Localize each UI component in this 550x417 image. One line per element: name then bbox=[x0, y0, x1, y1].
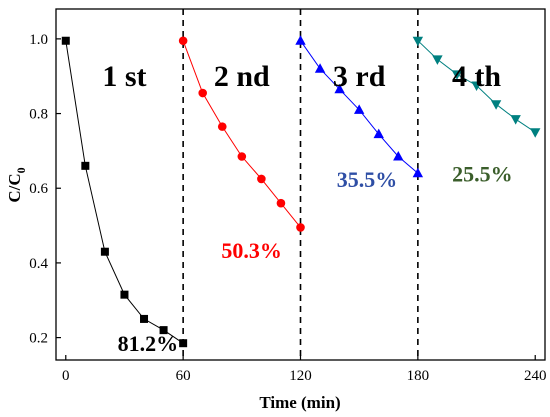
data-point-1 bbox=[81, 161, 90, 170]
data-point-3 bbox=[334, 83, 345, 94]
y-tick-label: 0.2 bbox=[29, 331, 48, 347]
data-point-2 bbox=[237, 152, 247, 161]
percent-label: 81.2% bbox=[118, 331, 179, 356]
data-point-4 bbox=[412, 36, 424, 47]
percent-label: 25.5% bbox=[452, 161, 513, 186]
data-point-4 bbox=[510, 115, 521, 125]
data-point-3 bbox=[353, 104, 365, 114]
y-axis-title: C/C0 bbox=[5, 167, 28, 202]
data-point-4 bbox=[451, 70, 463, 80]
data-point-1 bbox=[120, 290, 129, 299]
x-axis-ticks: 0 60 120 180 240 bbox=[62, 355, 546, 384]
data-point-1 bbox=[179, 339, 188, 348]
y-tick-label: 0.4 bbox=[29, 256, 48, 272]
x-tick-label: 240 bbox=[524, 368, 547, 384]
y-tick-label: 1.0 bbox=[29, 32, 48, 48]
data-point-1 bbox=[61, 36, 70, 45]
percent-annotations: 81.2% 50.3% 35.5% 25.5% bbox=[118, 161, 513, 356]
cycle-label: 4 th bbox=[452, 60, 501, 93]
data-point-4 bbox=[471, 81, 482, 92]
series-markers bbox=[61, 35, 541, 348]
data-point-2 bbox=[178, 36, 188, 46]
x-axis-title: Time (min) bbox=[259, 393, 340, 412]
x-tick-label: 120 bbox=[289, 368, 312, 384]
y-axis-title-subscript: 0 bbox=[14, 167, 28, 173]
cycle-label: 3 rd bbox=[333, 60, 386, 93]
data-point-4 bbox=[530, 128, 541, 138]
data-point-2 bbox=[257, 174, 266, 184]
data-point-2 bbox=[296, 223, 305, 232]
x-tick-label: 180 bbox=[407, 368, 430, 384]
data-point-3 bbox=[314, 63, 326, 73]
data-point-4 bbox=[490, 100, 502, 110]
cycle-separators bbox=[182, 9, 419, 360]
cycle-label: 1 st bbox=[102, 60, 146, 93]
data-point-3 bbox=[412, 167, 424, 178]
percent-label: 35.5% bbox=[337, 167, 398, 192]
data-point-1 bbox=[140, 314, 149, 323]
y-tick-label: 0.6 bbox=[29, 181, 48, 197]
y-axis-ticks: 0.2 0.4 0.6 0.8 1.0 bbox=[29, 32, 61, 347]
y-axis-title-main: C/C bbox=[5, 173, 24, 202]
data-point-3 bbox=[373, 128, 384, 139]
data-point-3 bbox=[295, 35, 306, 45]
cycle-labels: 1 st 2 nd 3 rd 4 th bbox=[102, 60, 501, 93]
data-point-2 bbox=[276, 198, 286, 208]
data-point-4 bbox=[432, 55, 443, 65]
cycle-label: 2 nd bbox=[214, 60, 270, 93]
data-point-1 bbox=[100, 247, 109, 256]
y-tick-label: 0.8 bbox=[29, 107, 48, 123]
x-tick-label: 0 bbox=[62, 368, 70, 384]
data-point-3 bbox=[393, 150, 404, 161]
data-point-1 bbox=[159, 326, 168, 335]
data-point-2 bbox=[198, 88, 207, 98]
data-point-2 bbox=[217, 122, 227, 131]
x-tick-label: 60 bbox=[176, 368, 191, 384]
percent-label: 50.3% bbox=[221, 238, 282, 263]
